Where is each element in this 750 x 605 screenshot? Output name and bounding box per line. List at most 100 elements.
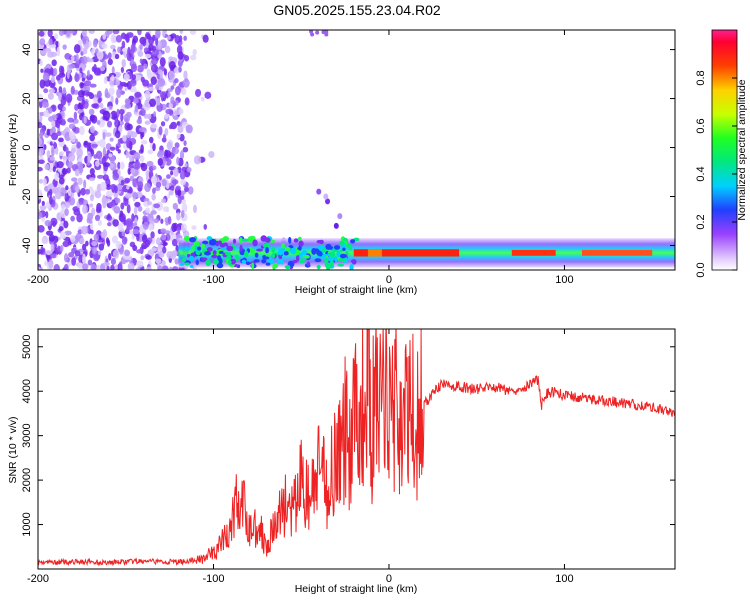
heatmap-cell xyxy=(132,229,140,235)
heatmap-cell xyxy=(346,243,351,247)
heatmap-cell xyxy=(176,121,181,126)
heatmap-cell xyxy=(137,205,143,212)
snr-xtick-label: 100 xyxy=(555,573,573,585)
heatmap-cell xyxy=(83,80,92,87)
heatmap-cell xyxy=(79,125,85,136)
heatmap-cell xyxy=(144,120,151,125)
heatmap-cell xyxy=(271,246,276,253)
heatmap-cell xyxy=(110,257,117,265)
heatmap-cell xyxy=(40,68,44,73)
heatmap-cell xyxy=(82,253,86,263)
heatmap-cell xyxy=(126,204,131,214)
heatmap-cell xyxy=(129,157,134,163)
heatmap-cell xyxy=(61,168,68,175)
heatmap-cell xyxy=(200,243,206,249)
heatmap-cell xyxy=(69,131,76,140)
heatmap-cell xyxy=(265,262,271,266)
heatmap-cell xyxy=(110,264,115,270)
heatmap-cell xyxy=(141,139,148,145)
heatmap-cell xyxy=(315,30,320,35)
heatmap-cell xyxy=(144,90,151,99)
heatmap-cell xyxy=(155,83,160,91)
heatmap-cell xyxy=(63,220,69,229)
heatmap-cell xyxy=(256,248,263,252)
heatmap-cell xyxy=(212,250,217,256)
heatmap-cell xyxy=(38,225,45,233)
heatmap-cell xyxy=(321,247,327,253)
heatmap-cell xyxy=(183,35,187,41)
heatmap-cell xyxy=(64,52,71,60)
heatmap-cell xyxy=(179,133,185,142)
heatmap-cell xyxy=(338,257,346,262)
heatmap-peak xyxy=(511,249,556,256)
heatmap-cell xyxy=(90,263,97,270)
heatmap-cell xyxy=(88,108,95,116)
heatmap-cell xyxy=(151,247,157,252)
heatmap-cell xyxy=(216,262,224,269)
colorbar-label: Normalized spectral amplitude xyxy=(736,79,748,220)
heatmap-cell xyxy=(118,246,124,255)
heatmap-cell xyxy=(78,198,84,206)
heatmap-cell xyxy=(138,110,143,116)
heatmap-cell xyxy=(121,59,126,68)
heatmap-cell xyxy=(283,251,289,256)
heatmap-cell xyxy=(141,131,145,138)
heatmap-cell xyxy=(134,91,142,98)
heatmap-cell xyxy=(144,53,152,59)
heatmap-cell xyxy=(178,66,182,73)
heatmap-cell xyxy=(38,111,41,121)
heatmap-cell xyxy=(130,131,138,138)
heatmap-cell xyxy=(124,98,131,105)
heatmap-image xyxy=(38,30,675,270)
heatmap-cell xyxy=(245,261,251,266)
heatmap-cell xyxy=(97,220,102,227)
heatmap-cell xyxy=(81,263,89,270)
heatmap-cell xyxy=(158,126,163,136)
heatmap-cell xyxy=(48,38,53,46)
heatmap-cell xyxy=(70,235,76,244)
heatmap-cell xyxy=(184,262,190,266)
heatmap-cell xyxy=(99,66,106,72)
heatmap-cell xyxy=(94,160,100,167)
heatmap-cell xyxy=(38,188,42,196)
heatmap-cell xyxy=(62,240,70,248)
heatmap-cell xyxy=(218,250,224,254)
heatmap-cell xyxy=(148,43,154,52)
heatmap-cell xyxy=(270,239,276,243)
heatmap-cell xyxy=(79,67,83,74)
heatmap-cell xyxy=(157,40,162,50)
heatmap-cell xyxy=(169,266,173,270)
colorbar-gradient xyxy=(711,29,738,271)
heatmap-cell xyxy=(179,195,185,201)
heatmap-cell xyxy=(152,187,156,195)
heatmap-cell xyxy=(110,95,114,104)
heatmap-cell xyxy=(189,236,196,243)
heatmap-cell xyxy=(153,111,157,117)
heatmap-cell xyxy=(113,185,118,194)
heatmap-cell xyxy=(136,249,144,254)
heatmap-cell xyxy=(272,263,276,270)
heatmap-cell xyxy=(107,213,111,219)
heatmap-cell xyxy=(159,57,166,67)
heatmap-cell xyxy=(150,231,155,239)
snr-ytick-label: 5000 xyxy=(21,335,33,359)
heatmap-cell xyxy=(130,63,138,73)
heatmap-cell xyxy=(146,160,154,167)
heatmap-cell xyxy=(292,259,298,264)
heatmap-cell xyxy=(147,86,155,92)
heatmap-cell xyxy=(46,128,51,136)
heatmap-cell xyxy=(97,97,102,104)
heatmap-cell xyxy=(74,73,80,82)
heatmap-cell xyxy=(160,218,164,224)
heatmap-cell xyxy=(89,194,94,202)
heatmap-cell xyxy=(108,253,112,261)
heatmap-cell xyxy=(125,150,129,159)
heatmap-cell xyxy=(249,235,256,242)
heatmap-cell xyxy=(135,267,141,270)
heatmap-cell xyxy=(94,190,102,199)
heatmap-cell xyxy=(122,134,127,142)
heatmap-cell xyxy=(177,124,184,133)
heatmap-cell xyxy=(109,137,114,142)
heatmap-cell xyxy=(295,254,300,262)
heatmap-cell xyxy=(110,110,118,120)
